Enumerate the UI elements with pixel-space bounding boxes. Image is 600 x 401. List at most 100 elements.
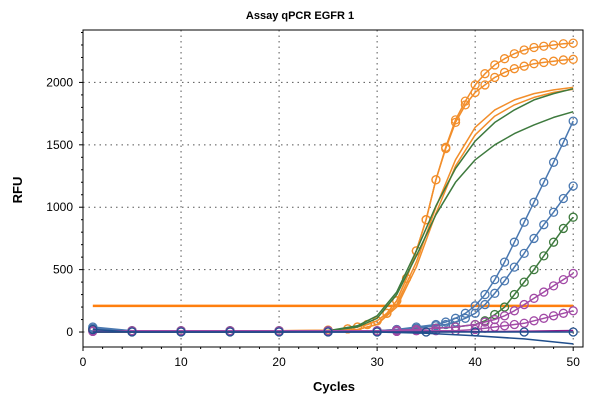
data-point — [529, 42, 539, 53]
data-point — [431, 175, 441, 185]
y-tick-label: 2000 — [46, 75, 73, 89]
data-point — [470, 324, 480, 335]
data-point — [431, 326, 441, 336]
data-point — [490, 60, 500, 70]
data-point — [490, 288, 500, 298]
data-point — [529, 197, 539, 207]
data-point — [509, 64, 520, 74]
data-point — [529, 59, 539, 69]
data-point — [539, 251, 549, 261]
x-axis-ticks: 0 10 20 30 40 50 — [80, 347, 580, 369]
data-point — [460, 308, 471, 318]
data-point — [539, 177, 549, 187]
y-axis-label: RFU — [10, 177, 25, 204]
y-tick-label: 500 — [53, 263, 73, 277]
data-point — [539, 313, 549, 323]
data-point — [548, 207, 559, 217]
data-point — [450, 117, 461, 128]
data-point — [568, 306, 578, 316]
data-point — [539, 287, 549, 297]
data-point — [519, 61, 529, 71]
data-point — [568, 268, 578, 279]
data-point — [548, 40, 559, 50]
data-point — [568, 327, 578, 337]
data-point — [568, 181, 578, 191]
data-point — [539, 57, 549, 68]
data-point — [499, 257, 510, 267]
data-point — [519, 248, 529, 259]
data-point — [499, 302, 510, 312]
data-point — [470, 87, 480, 98]
x-tick-label: 0 — [80, 355, 87, 369]
data-point — [558, 223, 569, 234]
x-tick-label: 10 — [174, 355, 188, 369]
data-point — [509, 49, 520, 59]
chart-title: Assay qPCR EGFR 1 — [246, 10, 354, 22]
data-point — [480, 317, 490, 327]
data-point — [490, 274, 500, 285]
y-tick-label: 0 — [66, 325, 73, 339]
data-point — [568, 54, 578, 64]
series-14 — [92, 331, 574, 345]
data-point — [539, 220, 549, 230]
data-point — [558, 193, 569, 204]
data-point — [558, 274, 569, 285]
plot-frame — [82, 29, 584, 348]
x-tick-label: 40 — [468, 355, 482, 369]
data-point — [382, 308, 392, 318]
data-point — [529, 233, 539, 244]
data-point — [509, 237, 520, 247]
data-point — [519, 277, 529, 287]
data-point — [548, 237, 559, 247]
data-point — [450, 317, 461, 327]
data-point — [480, 289, 490, 300]
data-point — [490, 309, 500, 320]
data-point — [519, 299, 529, 310]
data-point — [519, 318, 529, 328]
data-point — [558, 308, 569, 318]
data-point — [509, 319, 520, 330]
data-point — [539, 41, 549, 51]
data-point — [529, 316, 539, 326]
series-line — [92, 331, 574, 345]
data-point — [499, 311, 510, 321]
data-point — [548, 157, 559, 167]
data-point — [431, 321, 441, 331]
data-point — [499, 67, 510, 78]
data-point — [490, 72, 500, 83]
data-point — [480, 299, 490, 310]
data-point — [480, 69, 490, 79]
data-point — [499, 321, 510, 331]
data-point — [441, 317, 451, 327]
data-point — [568, 116, 578, 126]
data-point — [558, 137, 569, 147]
data-point — [460, 313, 471, 323]
data-point — [460, 100, 471, 110]
data-point — [480, 80, 490, 90]
data-point — [509, 289, 520, 300]
data-point — [441, 319, 451, 330]
data-point — [558, 39, 569, 49]
data-point — [568, 212, 578, 222]
data-point — [441, 143, 451, 154]
data-point — [499, 276, 510, 286]
y-tick-label: 1500 — [46, 138, 73, 152]
data-point — [499, 54, 510, 64]
data-point — [558, 55, 569, 65]
data-point — [509, 262, 520, 272]
data-point — [519, 327, 529, 337]
x-tick-label: 20 — [272, 355, 286, 369]
data-point — [548, 281, 559, 291]
y-axis-ticks: 0 500 1000 1500 2000 — [46, 31, 83, 339]
data-point — [529, 264, 539, 275]
data-point — [470, 308, 480, 318]
data-point — [568, 38, 578, 48]
plot-background — [83, 30, 583, 347]
data-point — [548, 56, 559, 66]
data-point — [529, 293, 539, 303]
data-point — [88, 324, 98, 335]
data-point — [548, 311, 559, 321]
data-point — [421, 327, 431, 337]
